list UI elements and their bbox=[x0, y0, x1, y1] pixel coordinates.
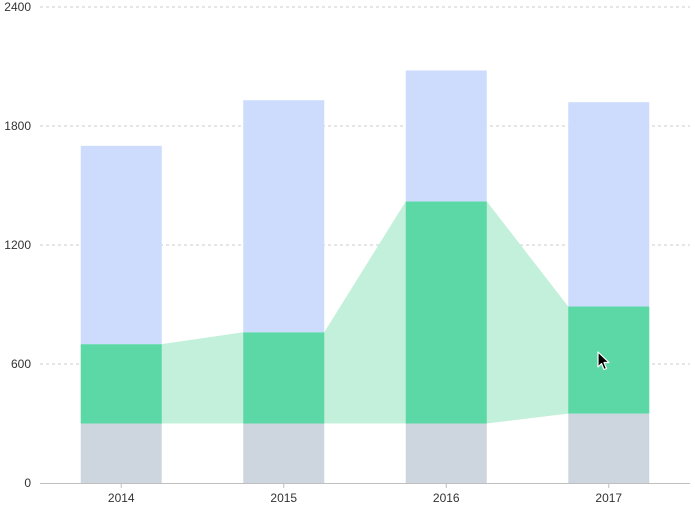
bars bbox=[80, 70, 650, 484]
x-tick-label: 2016 bbox=[433, 491, 460, 505]
bar-segment[interactable] bbox=[405, 70, 487, 202]
x-tick-label: 2015 bbox=[270, 491, 297, 505]
axes: 0 600 1200 1800 2400 2014 2015 2016 2017 bbox=[4, 0, 690, 505]
x-tick-label: 2017 bbox=[595, 491, 622, 505]
y-tick-label: 600 bbox=[11, 357, 31, 371]
bar-segment[interactable] bbox=[568, 306, 650, 414]
bar-segment[interactable] bbox=[243, 423, 325, 484]
y-tick-label: 1200 bbox=[4, 238, 31, 252]
bar-segment[interactable] bbox=[405, 423, 487, 484]
bar-segment[interactable] bbox=[405, 201, 487, 424]
bar-segment[interactable] bbox=[243, 100, 325, 333]
y-tick-label: 2400 bbox=[4, 0, 31, 14]
bar-segment[interactable] bbox=[80, 145, 162, 345]
bar-segment[interactable] bbox=[568, 102, 650, 307]
bar-segment[interactable] bbox=[80, 423, 162, 484]
y-tick-label: 1800 bbox=[4, 119, 31, 133]
y-tick-label: 0 bbox=[24, 476, 31, 490]
connector-area bbox=[80, 201, 650, 424]
mouse-pointer-icon bbox=[597, 351, 610, 371]
connector-area-layer bbox=[80, 201, 650, 424]
bar-segment[interactable] bbox=[80, 344, 162, 424]
bar-segment[interactable] bbox=[568, 413, 650, 483]
bar-segment[interactable] bbox=[243, 332, 325, 424]
x-tick-label: 2014 bbox=[108, 491, 135, 505]
